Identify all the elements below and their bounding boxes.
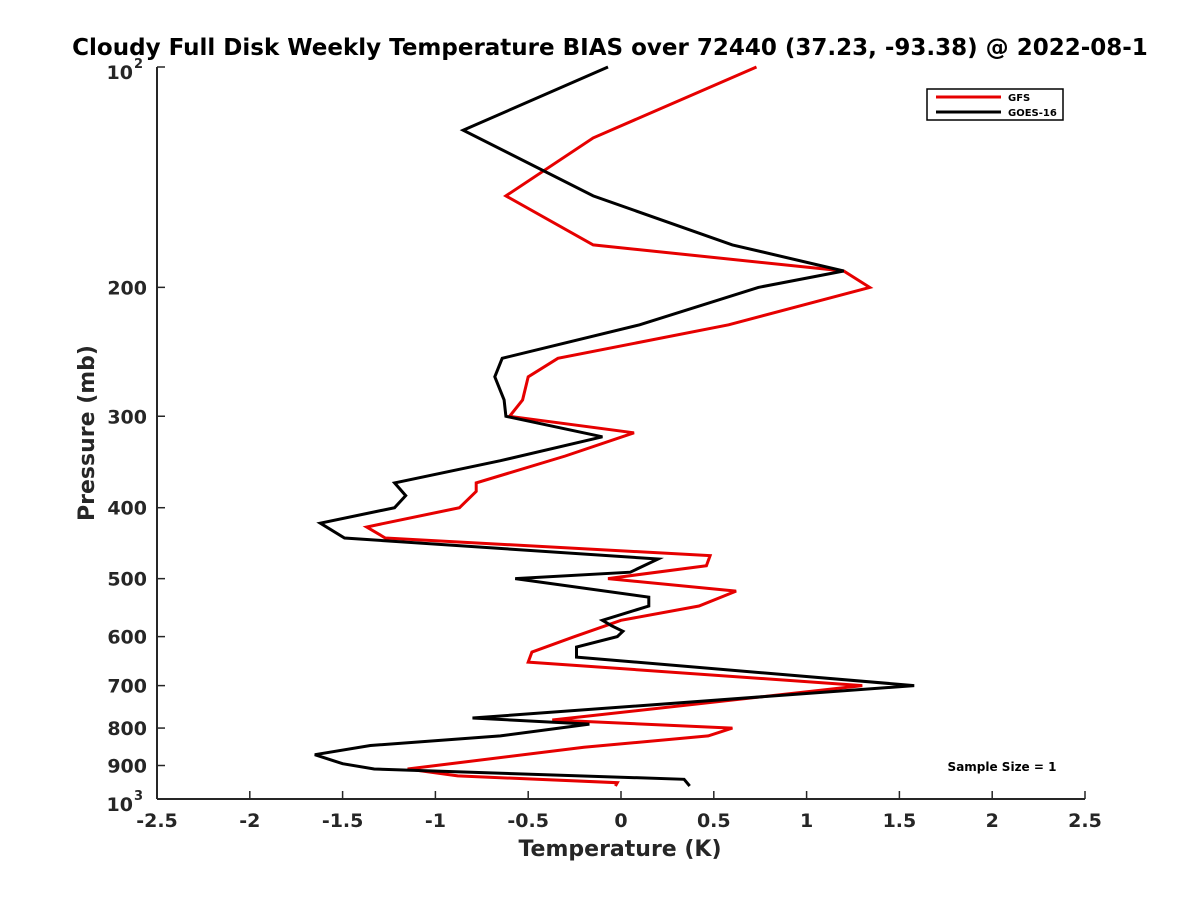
y-tick-label: 600 <box>107 627 147 649</box>
y-tick-label: 300 <box>107 406 147 428</box>
chart-title: Cloudy Full Disk Weekly Temperature BIAS… <box>72 35 1148 61</box>
legend-label: GFS <box>1008 93 1030 104</box>
y-tick-label: 400 <box>107 498 147 520</box>
legend-box <box>926 88 1064 121</box>
series-layer <box>314 65 915 787</box>
series-line-gfs <box>362 65 874 787</box>
y-axis-label: Pressure (mb) <box>75 345 100 521</box>
x-tick-label: 1.5 <box>883 810 917 832</box>
x-tick-label: -0.5 <box>507 810 549 832</box>
y-tick-label: 200 <box>107 277 147 299</box>
y-tick-label: 900 <box>107 756 147 778</box>
x-tick-label: 2.5 <box>1068 810 1102 832</box>
x-axis-label: Temperature (K) <box>518 837 721 862</box>
x-tick-label: 1 <box>800 810 813 832</box>
x-tick-label: -2.5 <box>136 810 178 832</box>
y-tick-exponent: 3 <box>134 789 143 804</box>
y-tick-label: 10 <box>107 794 133 816</box>
y-tick-label: 800 <box>107 718 147 740</box>
x-tick-label: 0 <box>614 810 627 832</box>
x-tick-label: -1.5 <box>322 810 364 832</box>
legend: GFS GOES-16 <box>926 88 1064 121</box>
x-tick-label: -2 <box>239 810 260 832</box>
x-axis-ticks: -2.5 -2 -1.5 -1 -0.5 0 0.5 1 1.5 2 2.5 <box>136 791 1102 832</box>
y-tick-label: 500 <box>107 569 147 591</box>
y-tick-label: 700 <box>107 676 147 698</box>
legend-items: GFS GOES-16 <box>936 93 1057 119</box>
sample-size-annotation: Sample Size = 1 <box>948 760 1057 774</box>
legend-label: GOES-16 <box>1008 108 1057 119</box>
x-tick-label: 2 <box>986 810 999 832</box>
series-line-goes-16 <box>314 65 915 787</box>
y-tick-exponent: 2 <box>134 57 143 72</box>
y-tick-label: 10 <box>107 62 133 84</box>
plot-area <box>157 67 1085 799</box>
x-tick-label: -1 <box>425 810 446 832</box>
x-tick-label: 0.5 <box>697 810 731 832</box>
